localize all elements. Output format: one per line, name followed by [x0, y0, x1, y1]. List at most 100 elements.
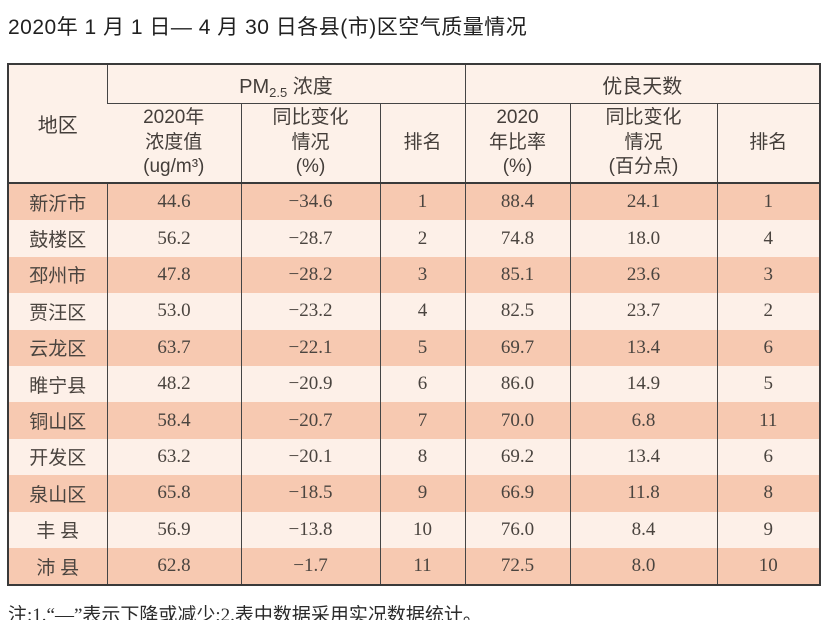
- table-row: 沛 县 62.8 −1.7 11 72.5 8.0 10: [8, 547, 821, 586]
- region-cell: 鼓楼区: [29, 230, 87, 252]
- pm-change-cell: −23.2: [240, 293, 380, 330]
- table-row: 铜山区 58.4 −20.7 7 70.0 6.8 11: [8, 402, 821, 439]
- table-body: 新沂市 44.6 −34.6 1 88.4 24.1 1 鼓楼区 56.2 −2…: [8, 183, 821, 586]
- pm-change-cell: −34.6: [240, 183, 380, 221]
- pm-rank-cell: 4: [379, 293, 465, 330]
- pm25-label-suffix: 浓度: [287, 75, 333, 98]
- pm-rank-cell: 11: [379, 547, 465, 586]
- pm-change-cell: −28.7: [240, 220, 380, 257]
- days-rate-cell: 85.1: [464, 256, 570, 294]
- pm-change-cell: −20.1: [240, 438, 380, 476]
- days-rank-cell: 6: [716, 329, 821, 366]
- pm-value-cell: 56.2: [106, 220, 241, 257]
- pm-value-cell: 62.8: [106, 547, 241, 586]
- table-row: 云龙区 63.7 −22.1 5 69.7 13.4 6: [8, 329, 821, 366]
- pm-change-cell: −22.1: [240, 329, 380, 366]
- footnote: 注:1.“—”表示下降或减少;2.表中数据采用实况数据统计。: [8, 605, 482, 620]
- pm-rank-cell: 6: [379, 365, 465, 403]
- pm-value-cell: 65.8: [106, 475, 241, 512]
- days-change-cell: 8.0: [569, 547, 717, 586]
- pm25-label-subscript: 2.5: [269, 84, 288, 100]
- days-change-cell: 24.1: [569, 183, 717, 221]
- table-row: 丰 县 56.9 −13.8 10 76.0 8.4 9: [8, 511, 821, 548]
- table-row: 鼓楼区 56.2 −28.7 2 74.8 18.0 4: [8, 220, 821, 257]
- days-change-cell: 18.0: [569, 220, 717, 257]
- days-rank-cell: 6: [716, 438, 821, 476]
- days-rate-column-header: 2020 年比率 (%): [464, 103, 570, 183]
- days-rate-cell: 70.0: [464, 402, 570, 439]
- table-row: 泉山区 65.8 −18.5 9 66.9 11.8 8: [8, 475, 821, 512]
- region-cell: 贾汪区: [29, 302, 87, 324]
- days-change-cell: 6.8: [569, 402, 717, 439]
- pm25-label-prefix: PM: [239, 75, 270, 98]
- pm-change-cell: −28.2: [240, 256, 380, 294]
- pm-rank-cell: 8: [379, 438, 465, 476]
- region-cell: 铜山区: [29, 412, 87, 434]
- days-change-cell: 13.4: [569, 438, 717, 476]
- table-row: 睢宁县 48.2 −20.9 6 86.0 14.9 5: [8, 365, 821, 403]
- pm-rank-cell: 5: [379, 329, 465, 366]
- region-cell: 新沂市: [29, 193, 87, 215]
- days-rank-cell: 11: [716, 402, 821, 439]
- pm-rank-cell: 3: [379, 256, 465, 294]
- pm-value-cell: 58.4: [106, 402, 241, 439]
- days-rate-cell: 74.8: [464, 220, 570, 257]
- days-rank-cell: 4: [716, 220, 821, 257]
- pm-change-cell: −13.8: [240, 511, 380, 548]
- region-cell: 云龙区: [29, 339, 87, 361]
- region-cell: 邳州市: [29, 266, 87, 288]
- table-row: 新沂市 44.6 −34.6 1 88.4 24.1 1: [8, 183, 821, 221]
- pm-change-cell: −20.9: [240, 365, 380, 403]
- days-rank-cell: 2: [716, 293, 821, 330]
- pm-rank-cell: 10: [379, 511, 465, 548]
- pm-rank-cell: 1: [379, 183, 465, 221]
- pm-change-cell: −1.7: [240, 547, 380, 586]
- table-row: 贾汪区 53.0 −23.2 4 82.5 23.7 2: [8, 293, 821, 330]
- days-rate-cell: 72.5: [464, 547, 570, 586]
- days-change-column-header: 同比变化 情况 (百分点): [569, 103, 717, 183]
- region-cell: 丰 县: [36, 521, 80, 543]
- days-rank-cell: 10: [716, 547, 821, 586]
- days-rate-cell: 69.7: [464, 329, 570, 366]
- air-quality-table: 地区 PM2.5 浓度 优良天数 2020年 浓度值 (ug/m³) 同比变化 …: [7, 63, 822, 587]
- days-rank-cell: 3: [716, 256, 821, 294]
- pm-value-cell: 53.0: [106, 293, 241, 330]
- table-row: 邳州市 47.8 −28.2 3 85.1 23.6 3: [8, 256, 821, 294]
- group-header-row: 地区 PM2.5 浓度 优良天数: [8, 64, 821, 183]
- days-change-cell: 8.4: [569, 511, 717, 548]
- pm-change-column-header: 同比变化 情况 (%): [240, 103, 380, 183]
- pm-value-cell: 48.2: [106, 365, 241, 403]
- days-rate-cell: 76.0: [464, 511, 570, 548]
- pm-value-column-header: 2020年 浓度值 (ug/m³): [107, 103, 241, 183]
- region-cell: 泉山区: [29, 484, 87, 506]
- region-cell: 睢宁县: [29, 375, 87, 397]
- pm-value-cell: 63.7: [106, 329, 241, 366]
- days-rate-cell: 88.4: [464, 183, 570, 221]
- pm-change-cell: −20.7: [240, 402, 380, 439]
- pm-value-cell: 63.2: [106, 438, 241, 476]
- region-column-header: 地区: [8, 64, 107, 183]
- days-rate-cell: 86.0: [464, 365, 570, 403]
- days-rank-cell: 9: [716, 511, 821, 548]
- days-change-cell: 11.8: [569, 475, 717, 512]
- days-change-cell: 23.6: [569, 256, 717, 294]
- days-rate-cell: 66.9: [464, 475, 570, 512]
- days-change-cell: 13.4: [569, 329, 717, 366]
- good-days-group-header: 优良天数: [464, 64, 821, 104]
- days-rank-column-header: 排名: [716, 103, 821, 183]
- pm-value-cell: 47.8: [106, 256, 241, 294]
- pm-rank-cell: 9: [379, 475, 465, 512]
- pm-rank-column-header: 排名: [379, 103, 465, 183]
- pm-change-cell: −18.5: [240, 475, 380, 512]
- pm25-group-header: PM2.5 浓度: [106, 64, 465, 104]
- region-cell: 沛 县: [36, 557, 80, 579]
- days-rate-cell: 82.5: [464, 293, 570, 330]
- pm-value-cell: 56.9: [106, 511, 241, 548]
- days-rank-cell: 8: [716, 475, 821, 512]
- table-header: 地区 PM2.5 浓度 优良天数 2020年 浓度值 (ug/m³) 同比变化 …: [8, 64, 821, 183]
- region-cell: 开发区: [29, 448, 87, 470]
- pm-rank-cell: 2: [379, 220, 465, 257]
- page-title: 2020年 1 月 1 日— 4 月 30 日各县(市)区空气质量情况: [8, 16, 528, 39]
- days-rank-cell: 1: [716, 183, 821, 221]
